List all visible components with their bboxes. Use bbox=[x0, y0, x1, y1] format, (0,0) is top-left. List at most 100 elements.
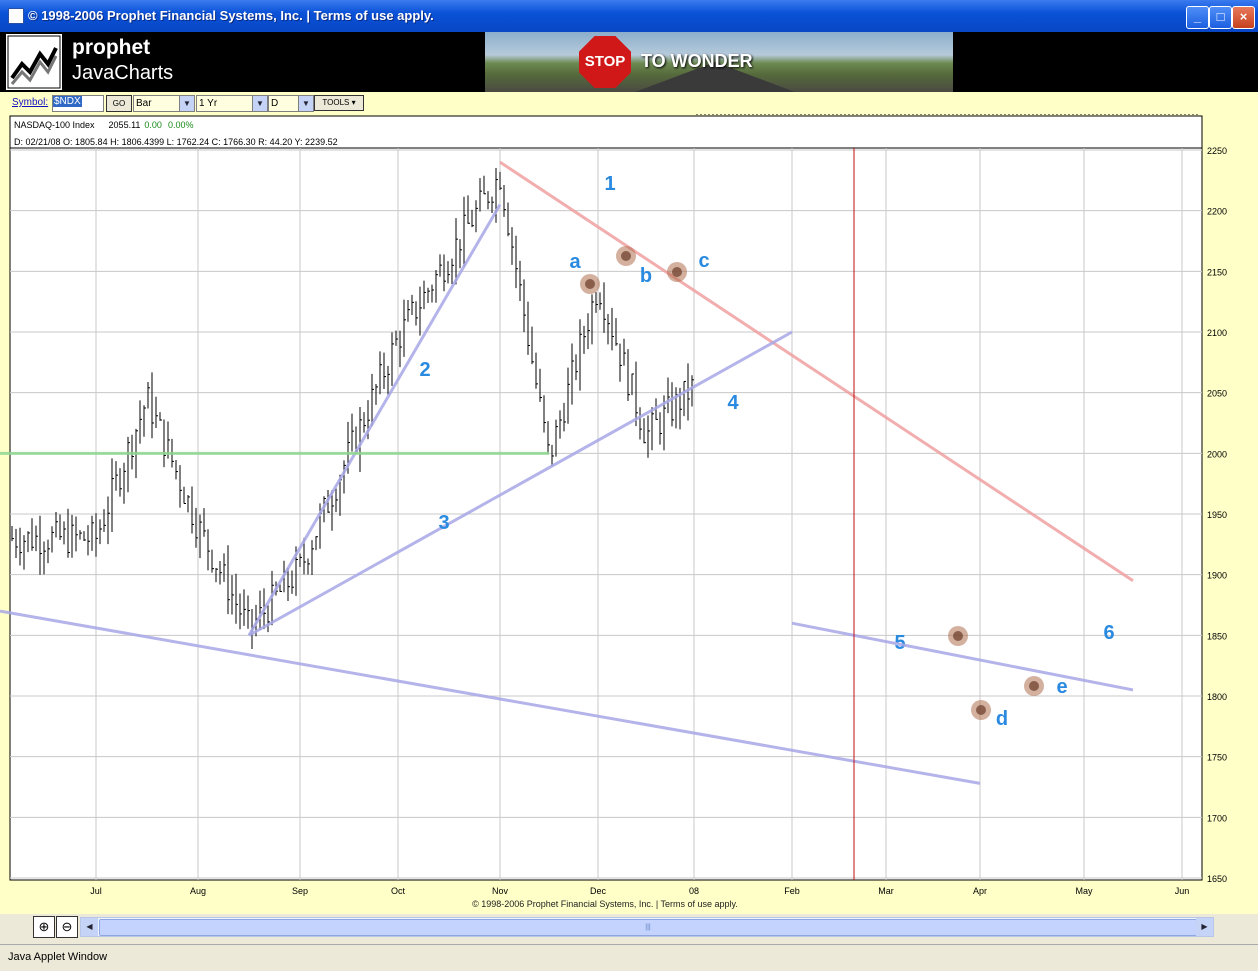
y-tick-label: 1700 bbox=[1207, 813, 1227, 823]
ohlc-bar bbox=[159, 412, 162, 421]
ohlc-bar bbox=[383, 352, 386, 389]
maximize-button[interactable]: □ bbox=[1209, 6, 1232, 29]
ohlc-bar bbox=[619, 343, 622, 382]
trendline-2 bbox=[247, 203, 502, 637]
x-tick-label: Jul bbox=[90, 886, 102, 896]
trendline-label: 6 bbox=[1103, 622, 1114, 644]
zoom-out-icon[interactable]: ⊖ bbox=[56, 916, 78, 938]
y-tick-label: 1900 bbox=[1207, 571, 1227, 581]
y-tick-label: 1650 bbox=[1207, 874, 1227, 884]
ohlc-bar bbox=[99, 519, 102, 545]
ohlc-bar bbox=[547, 421, 550, 454]
symbol-label[interactable]: Symbol: bbox=[12, 97, 49, 108]
y-tick-label: 2050 bbox=[1207, 389, 1227, 399]
ohlc-bar bbox=[399, 330, 402, 368]
ohlc-bar bbox=[487, 191, 490, 210]
y-tick-label: 1950 bbox=[1207, 510, 1227, 520]
ohlc-bar bbox=[219, 560, 222, 585]
ohlc-bar bbox=[559, 410, 562, 439]
ohlc-bar bbox=[311, 540, 314, 576]
ohlc-bar bbox=[687, 363, 690, 421]
price-chart[interactable]: NASDAQ-100 Index 2055.11 0.00 0.00% D: 02/2… bbox=[0, 114, 1258, 914]
java-app-icon bbox=[8, 8, 24, 24]
ohlc-bar bbox=[643, 418, 646, 444]
ohlc-bar bbox=[95, 513, 98, 557]
close-button[interactable]: × bbox=[1232, 6, 1255, 29]
marker-core bbox=[1029, 681, 1039, 691]
ohlc-bar bbox=[431, 284, 434, 303]
minimize-button[interactable]: _ bbox=[1186, 6, 1209, 29]
prophet-logo-icon bbox=[6, 34, 62, 90]
ohlc-bar bbox=[671, 382, 674, 427]
y-tick-label: 1750 bbox=[1207, 753, 1227, 763]
window-title: © 1998-2006 Prophet Financial Systems, I… bbox=[28, 8, 434, 23]
ohlc-bar bbox=[575, 354, 578, 381]
stop-sign-icon: STOP bbox=[579, 36, 631, 88]
ohlc-bar bbox=[211, 549, 214, 573]
marker-core bbox=[585, 279, 595, 289]
plot-frame bbox=[9, 115, 1203, 881]
ohlc-bar bbox=[599, 292, 602, 310]
ohlc-bar bbox=[543, 395, 546, 433]
ohlc-bar bbox=[411, 294, 414, 316]
ohlc-bar bbox=[523, 279, 526, 333]
ohlc-bar bbox=[535, 352, 538, 389]
trendline-3 bbox=[248, 330, 793, 637]
point-marker-a: a bbox=[569, 251, 600, 294]
period-value: 1 Yr bbox=[199, 98, 218, 109]
ohlc-bar bbox=[503, 185, 506, 217]
go-button[interactable]: GO bbox=[106, 95, 132, 112]
interval-select[interactable]: D ▼ bbox=[268, 95, 314, 112]
ohlc-bar bbox=[467, 195, 470, 224]
ohlc-bar bbox=[303, 537, 306, 575]
ohlc-bar bbox=[183, 486, 186, 505]
x-tick-label: Aug bbox=[190, 886, 206, 896]
tools-menu-button[interactable]: TOOLS ▾ bbox=[314, 95, 364, 111]
x-tick-label: Oct bbox=[391, 886, 406, 896]
y-tick-label: 2250 bbox=[1207, 146, 1227, 156]
ohlc-bar bbox=[427, 287, 430, 303]
ohlc-bar bbox=[387, 365, 390, 395]
ohlc-bar bbox=[163, 419, 166, 468]
scroll-thumb[interactable]: ||| bbox=[99, 919, 1197, 936]
ohlc-bar bbox=[371, 373, 374, 427]
trendline-label: 2 bbox=[419, 359, 430, 381]
marker-core bbox=[621, 251, 631, 261]
ohlc-bar bbox=[139, 400, 142, 444]
point-label: c bbox=[698, 250, 709, 272]
symbol-input[interactable]: $NDX bbox=[52, 95, 104, 112]
ohlc-bar bbox=[47, 539, 50, 564]
zoom-in-icon[interactable]: ⊕ bbox=[33, 916, 55, 938]
scroll-left-icon[interactable]: ◀ bbox=[81, 918, 98, 936]
ad-banner[interactable]: STOP TO WONDER bbox=[485, 32, 953, 92]
x-tick-label: Dec bbox=[590, 886, 607, 896]
ohlc-bar bbox=[623, 338, 626, 366]
ohlc-bar bbox=[291, 570, 294, 594]
horizontal-scrollbar[interactable]: ◀ ||| ▶ bbox=[80, 917, 1214, 937]
ohlc-bar bbox=[175, 459, 178, 480]
ohlc-bar bbox=[15, 528, 18, 559]
ohlc-bar bbox=[539, 368, 542, 402]
x-tick-label: Feb bbox=[784, 886, 800, 896]
chart-toolbar: Symbol: $NDX GO Bar ▼ 1 Yr ▼ D ▼ TOOLS ▾ bbox=[0, 92, 1258, 114]
point-label: b bbox=[640, 265, 652, 287]
ohlc-bar bbox=[627, 349, 630, 402]
chart-type-select[interactable]: Bar ▼ bbox=[133, 95, 195, 112]
ohlc-bar bbox=[579, 319, 582, 391]
point-marker-d: d bbox=[971, 700, 1008, 730]
ohlc-bar bbox=[491, 196, 494, 214]
window-titlebar: © 1998-2006 Prophet Financial Systems, I… bbox=[0, 0, 1258, 32]
x-tick-label: Apr bbox=[973, 886, 987, 896]
point-marker-6 bbox=[948, 626, 968, 646]
ohlc-bar bbox=[267, 605, 270, 633]
period-select[interactable]: 1 Yr ▼ bbox=[196, 95, 268, 112]
point-label: d bbox=[996, 708, 1008, 730]
scroll-right-icon[interactable]: ▶ bbox=[1196, 918, 1213, 936]
ohlc-bar bbox=[443, 254, 446, 292]
ohlc-bar bbox=[647, 415, 650, 458]
zoom-scroll-bar: ⊕ ⊖ ◀ ||| ▶ bbox=[0, 914, 1258, 940]
trendline-5 bbox=[0, 609, 981, 785]
point-label: a bbox=[569, 251, 581, 273]
ohlc-bar bbox=[363, 412, 366, 433]
ohlc-bar bbox=[119, 468, 122, 497]
